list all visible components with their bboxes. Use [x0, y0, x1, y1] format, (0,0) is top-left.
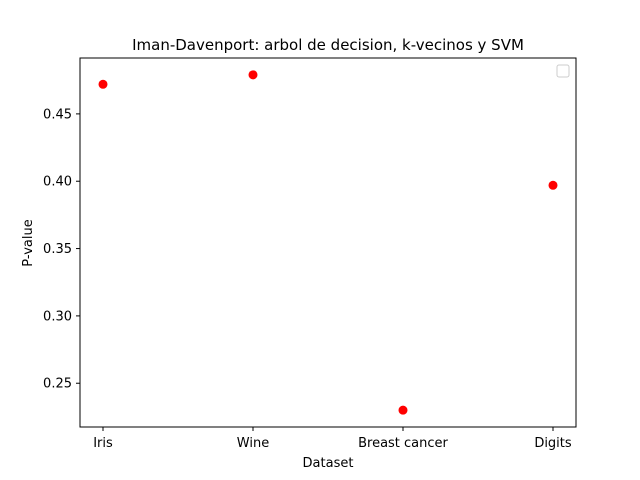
- data-point: [98, 79, 108, 89]
- x-axis-label: Dataset: [303, 456, 354, 471]
- x-tick-label: Digits: [534, 436, 572, 451]
- x-axis: Iris Wine Breast cancer Digits: [93, 427, 572, 451]
- y-tick-label: 0.25: [43, 377, 72, 392]
- y-tick-label: 0.45: [43, 107, 72, 122]
- data-point: [248, 70, 258, 80]
- y-axis-label: P-value: [21, 219, 36, 266]
- chart-title: Iman-Davenport: arbol de decision, k-vec…: [132, 36, 524, 54]
- legend-box: [556, 64, 570, 78]
- y-tick-label: 0.30: [43, 309, 72, 324]
- legend: [556, 64, 570, 78]
- data-points: [98, 70, 558, 415]
- y-tick-label: 0.35: [43, 242, 72, 257]
- plot-area: [79, 57, 577, 428]
- x-tick-label: Wine: [237, 436, 269, 451]
- x-tick-label: Iris: [93, 436, 113, 451]
- plot-frame: [79, 57, 577, 428]
- y-tick-label: 0.40: [43, 175, 72, 190]
- x-tick-label: Breast cancer: [358, 436, 448, 451]
- y-axis: 0.25 0.30 0.35 0.40 0.45: [43, 107, 80, 392]
- data-point: [398, 405, 408, 415]
- data-point: [548, 180, 558, 190]
